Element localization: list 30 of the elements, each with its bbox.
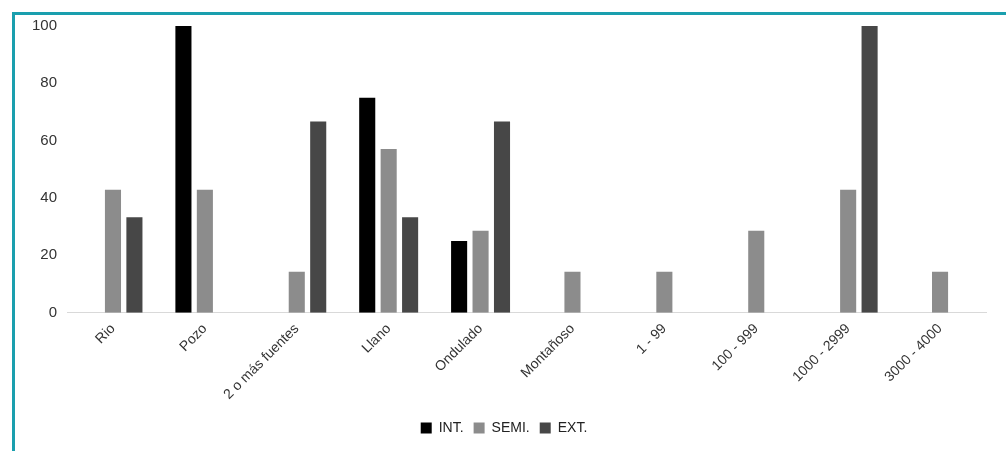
bar xyxy=(493,121,511,313)
y-tick-label: 0 xyxy=(48,302,58,320)
bar xyxy=(175,26,192,313)
bar xyxy=(104,189,122,313)
y-tick-label: 80 xyxy=(40,73,58,91)
x-tick-label: Rio xyxy=(91,320,118,347)
bar xyxy=(310,121,327,313)
y-tick-label: 40 xyxy=(40,188,58,206)
bar xyxy=(932,271,949,313)
y-tick-label: 20 xyxy=(40,245,58,263)
x-tick-label: 100 - 999 xyxy=(707,320,762,374)
bar xyxy=(861,26,878,313)
legend-label: INT. xyxy=(438,418,464,435)
y-tick-label: 100 xyxy=(32,16,58,34)
legend-label: SEMI. xyxy=(491,418,530,435)
y-tick-label: 60 xyxy=(40,130,58,148)
bar xyxy=(288,271,305,313)
bar xyxy=(840,189,857,313)
bar xyxy=(451,241,468,313)
bar xyxy=(402,217,419,313)
bar xyxy=(656,271,673,313)
bar xyxy=(196,189,213,313)
x-tick-label: 1 - 99 xyxy=(632,320,670,357)
bar xyxy=(126,217,143,313)
bar xyxy=(564,271,581,313)
bar xyxy=(472,230,489,313)
bar xyxy=(748,230,765,313)
bar xyxy=(359,97,376,313)
bar xyxy=(380,148,397,313)
legend-label: EXT. xyxy=(557,418,588,435)
